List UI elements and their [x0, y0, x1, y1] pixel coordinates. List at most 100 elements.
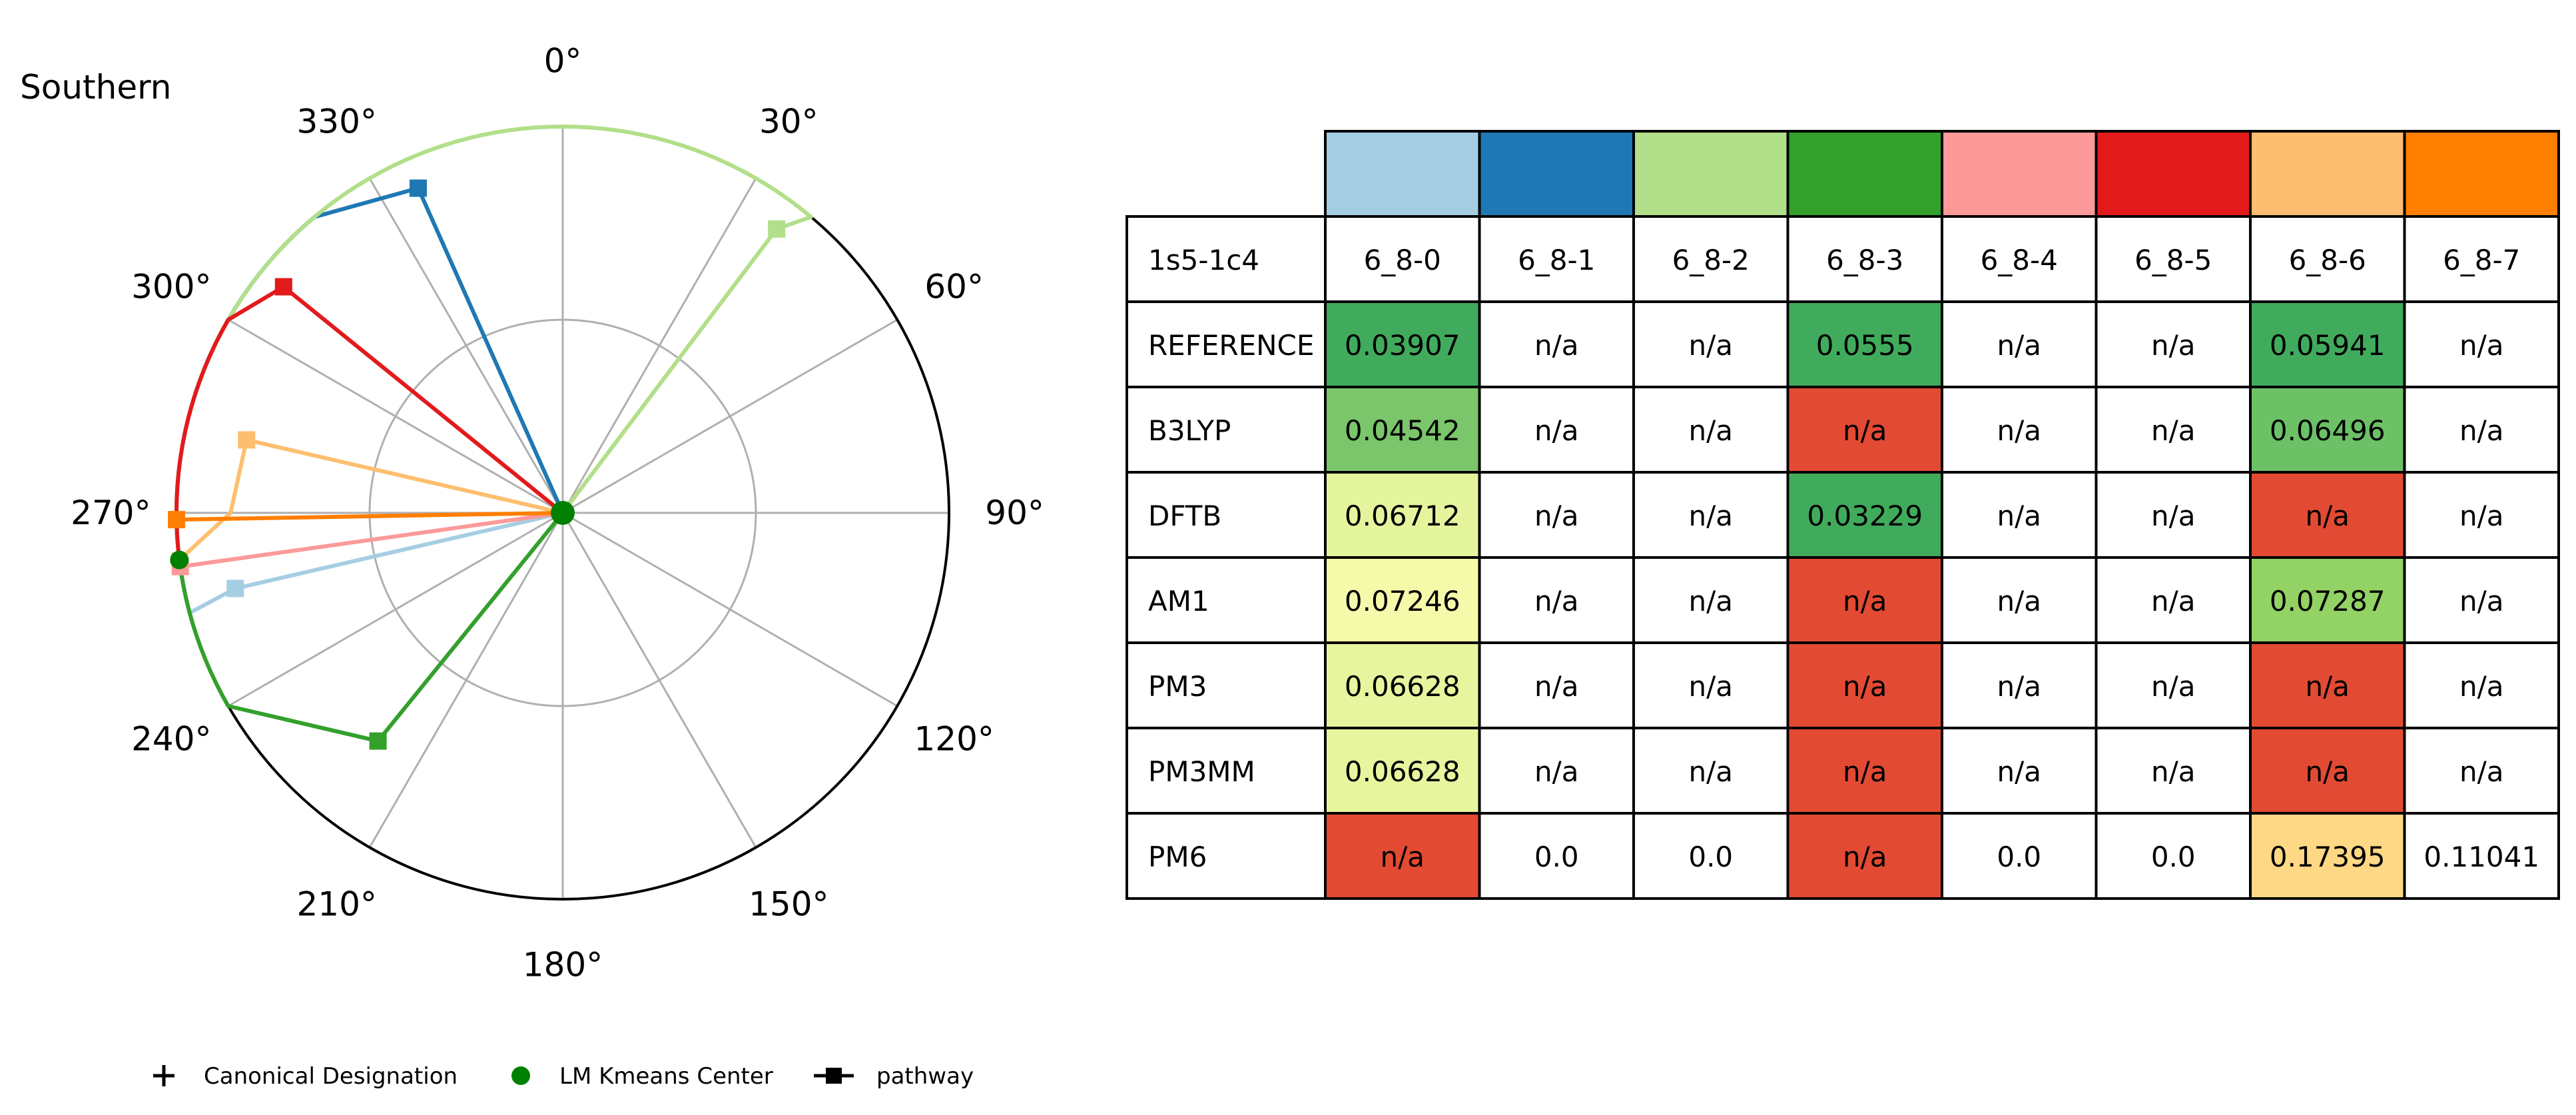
- pathway-marker: [238, 431, 256, 449]
- table-cell-value: 0.06628: [1345, 670, 1460, 703]
- table-cell-value: 0.17395: [2270, 841, 2386, 873]
- table-column-header: 6_8-1: [1518, 244, 1595, 276]
- table-cell-value: n/a: [1997, 670, 2041, 703]
- column-color-swatch: [1941, 130, 2098, 218]
- table-cell: [1786, 215, 1943, 303]
- angular-gridline: [561, 512, 757, 849]
- table-cell: [2403, 300, 2560, 388]
- table-cell-value: 0.0: [1534, 841, 1579, 873]
- table-cell: [2403, 386, 2560, 474]
- angle-tick-label: 120°: [914, 719, 994, 758]
- table-row-label: AM1: [1148, 585, 1209, 617]
- angle-tick-label: 270°: [71, 494, 151, 532]
- table-cell-value: 0.05941: [2270, 329, 2386, 362]
- table-cell: [1632, 300, 1789, 388]
- table-cell-value: n/a: [2459, 755, 2504, 788]
- angle-tick-label: 60°: [924, 268, 984, 306]
- table-cell: [2403, 641, 2560, 729]
- table-cell: [1126, 556, 1327, 644]
- table-column-header: 6_8-0: [1364, 244, 1441, 276]
- table-cell-value: n/a: [2459, 670, 2504, 703]
- column-color-swatch: [2094, 130, 2252, 218]
- table-cell-value: n/a: [2305, 500, 2350, 532]
- table-cell-value: n/a: [2305, 670, 2350, 703]
- legend-label: pathway: [876, 1063, 974, 1090]
- table-cell: [1478, 812, 1635, 900]
- table-cell: [1126, 386, 1327, 474]
- table-cell-value: n/a: [1688, 329, 1733, 362]
- table-column-header: 6_8-4: [1981, 244, 2058, 276]
- table-cell: [2249, 641, 2406, 729]
- table-cell-value: n/a: [1534, 329, 1579, 362]
- table-cell: [2403, 727, 2560, 815]
- table-cell: [1786, 386, 1943, 474]
- table-cell-value: 0.07287: [2270, 585, 2386, 617]
- table-cell-value: n/a: [1997, 585, 2041, 617]
- table-cell: [2094, 727, 2252, 815]
- table-cell: [1786, 727, 1943, 815]
- table-cell: [2094, 641, 2252, 729]
- table-corner-label: 1s5-1c4: [1148, 244, 1259, 276]
- table-cell-value: 0.07246: [1345, 585, 1460, 617]
- table-cell-value: n/a: [2151, 755, 2196, 788]
- table-cell-value: n/a: [1688, 585, 1733, 617]
- table-cell: [1941, 386, 2098, 474]
- table-cell-value: n/a: [2459, 414, 2504, 447]
- pathway-marker: [369, 732, 387, 750]
- table-cell-value: 0.04542: [1345, 414, 1460, 447]
- table-cell-value: n/a: [1843, 585, 1887, 617]
- table-cell-value: n/a: [1688, 500, 1733, 532]
- angle-tick-label: 210°: [296, 885, 376, 924]
- table-cell: [1786, 300, 1943, 388]
- table-cell: [2094, 215, 2252, 303]
- table-cell: [1478, 641, 1635, 729]
- angle-tick-label: 150°: [749, 885, 828, 924]
- table-cell: [2094, 812, 2252, 900]
- legend: Canonical Designation LM Kmeans Center pat…: [153, 1063, 974, 1090]
- table-cell: [1786, 641, 1943, 729]
- table-cell-value: n/a: [1997, 755, 2041, 788]
- table-cell-value: 0.0: [1997, 841, 2041, 873]
- kmeans-center-marker: [551, 501, 575, 525]
- table-cell: [1632, 641, 1789, 729]
- pathway-marker: [226, 579, 244, 597]
- legend-square-marker: [826, 1068, 842, 1084]
- table-cell: [2403, 471, 2560, 559]
- table-cell: [1324, 471, 1481, 559]
- table-cell-value: n/a: [1843, 670, 1887, 703]
- table-cell-value: 0.06712: [1345, 500, 1460, 532]
- results-table: 1s5-1c4 6_8-0 6_8-1 6_8-2 6_8-3 6_8-4 6_8-5 6_8…: [1126, 130, 2560, 900]
- table-row-label: PM3: [1148, 670, 1207, 703]
- table-cell-value: n/a: [1843, 841, 1887, 873]
- table-cell: [2094, 556, 2252, 644]
- table-cell: [1126, 471, 1327, 559]
- table-cell-value: n/a: [1997, 414, 2041, 447]
- table-row-label: B3LYP: [1148, 414, 1231, 447]
- table-cell-value: n/a: [1688, 670, 1733, 703]
- table-cell: [2403, 812, 2560, 900]
- table-cell: [1478, 727, 1635, 815]
- table-cell: [1478, 556, 1635, 644]
- table-cell: [1786, 812, 1943, 900]
- angular-gridline: [368, 512, 564, 849]
- table-cell: [1126, 300, 1327, 388]
- legend-label: LM Kmeans Center: [559, 1063, 773, 1090]
- table-cell-value: n/a: [2151, 414, 2196, 447]
- pathway-line: [177, 511, 565, 743]
- table-cell-value: n/a: [2151, 585, 2196, 617]
- table-cell-value: n/a: [1843, 414, 1887, 447]
- angle-tick-label: 90°: [985, 494, 1044, 532]
- table-cell-value: n/a: [2459, 585, 2504, 617]
- table-cell: [2094, 471, 2252, 559]
- legend-circle-marker: [511, 1066, 530, 1085]
- table-cell: [2249, 215, 2406, 303]
- table-cell: [1941, 727, 2098, 815]
- table-cell-value: 0.06628: [1345, 755, 1460, 788]
- chart-title: Southern: [20, 68, 171, 107]
- table-cell-value: n/a: [2151, 500, 2196, 532]
- table-column-header: 6_8-7: [2443, 244, 2520, 276]
- table-cell: [2249, 727, 2406, 815]
- table-cell-value: 0.0: [2151, 841, 2196, 873]
- pathway-marker: [274, 278, 292, 296]
- table-cell-value: n/a: [1843, 755, 1887, 788]
